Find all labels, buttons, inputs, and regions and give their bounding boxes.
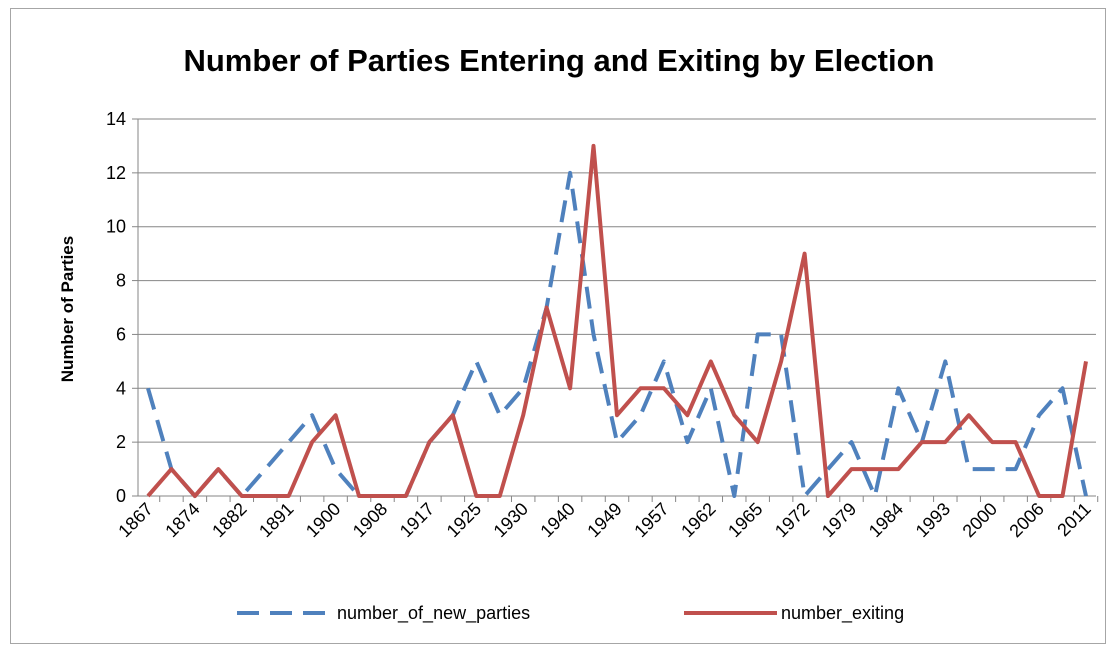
x-tick-label: 1949 bbox=[583, 499, 625, 541]
x-axis-ticks: 1867 1874 1882 1891 1900 1908 1917 1925 1930 1940… bbox=[114, 496, 1099, 541]
series-lines bbox=[146, 143, 1088, 498]
x-tick-label: 1891 bbox=[255, 499, 297, 541]
y-tick-label: 4 bbox=[116, 378, 126, 398]
y-tick-label: 2 bbox=[116, 432, 126, 452]
x-tick-label: 1917 bbox=[396, 499, 438, 541]
series-line-number_exiting bbox=[146, 143, 1088, 498]
y-axis-title: Number of Parties bbox=[58, 236, 77, 382]
y-tick-label: 6 bbox=[116, 324, 126, 344]
y-axis-ticks: 0 2 4 6 8 10 12 14 bbox=[106, 109, 126, 506]
y-tick-label: 0 bbox=[116, 486, 126, 506]
x-tick-label: 1962 bbox=[677, 499, 719, 541]
x-tick-label: 1874 bbox=[161, 499, 203, 541]
y-tick-label: 8 bbox=[116, 271, 126, 291]
chart-title: Number of Parties Entering and Exiting b… bbox=[183, 43, 934, 78]
chart-frame: Number of Parties Entering and Exiting b… bbox=[10, 8, 1106, 644]
x-tick-label: 1925 bbox=[443, 499, 485, 541]
x-tick-label: 1993 bbox=[912, 499, 954, 541]
legend-label-number_exiting: number_exiting bbox=[781, 603, 904, 624]
x-tick-label: 1930 bbox=[490, 499, 532, 541]
x-tick-label: 2006 bbox=[1005, 499, 1047, 541]
x-tick-label: 1882 bbox=[208, 499, 250, 541]
gridlines bbox=[132, 118, 1096, 497]
x-tick-label: 1979 bbox=[818, 499, 860, 541]
x-tick-label: 1908 bbox=[349, 499, 391, 541]
x-tick-label: 1940 bbox=[536, 499, 578, 541]
y-tick-label: 12 bbox=[106, 163, 126, 183]
x-tick-label: 1965 bbox=[724, 499, 766, 541]
legend-label-number_of_new_parties: number_of_new_parties bbox=[337, 603, 530, 624]
y-tick-label: 10 bbox=[106, 217, 126, 237]
y-tick-label: 14 bbox=[106, 109, 126, 129]
legend: number_of_new_parties number_exiting bbox=[237, 603, 904, 624]
x-tick-label: 1972 bbox=[771, 499, 813, 541]
x-tick-label: 1984 bbox=[865, 499, 907, 541]
x-tick-label: 1957 bbox=[630, 499, 672, 541]
x-tick-label: 2011 bbox=[1053, 499, 1095, 541]
line-chart: Number of Parties Entering and Exiting b… bbox=[58, 43, 1099, 624]
x-tick-label: 1900 bbox=[302, 499, 344, 541]
x-tick-label: 2000 bbox=[959, 499, 1001, 541]
